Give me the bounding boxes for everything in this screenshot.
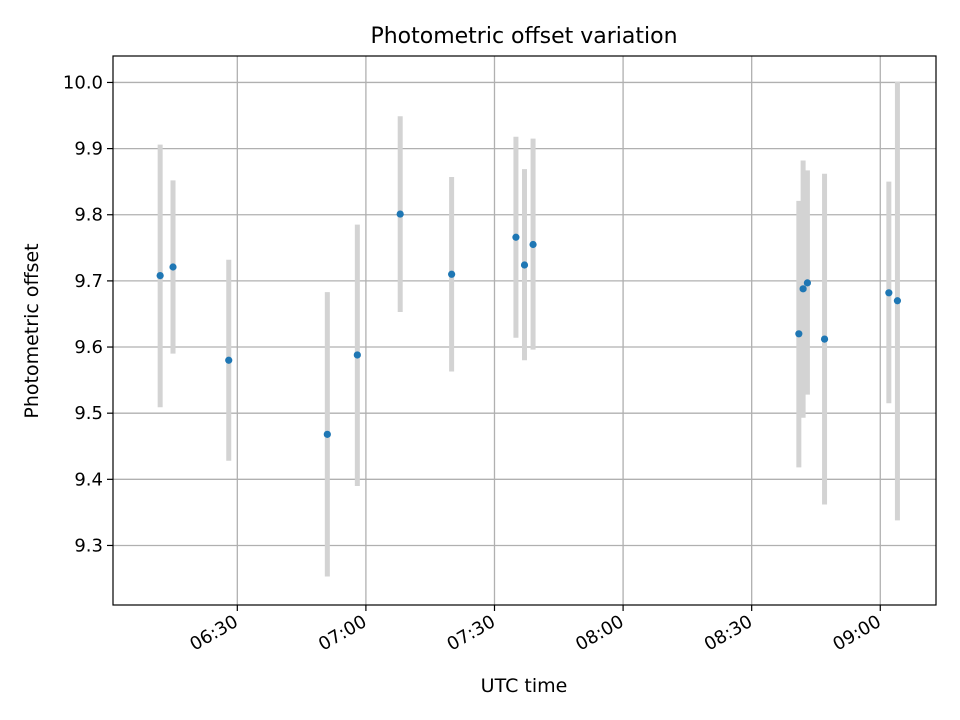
y-tick-label: 9.7 [74, 271, 103, 292]
x-axis-label: UTC time [481, 675, 568, 697]
data-point [803, 279, 812, 287]
data-point [520, 261, 529, 269]
data-point [795, 330, 803, 338]
data-point [353, 351, 361, 359]
y-axis-ticks: 9.3 9.4 9.5 9.6 9.7 9.8 9.9 10.0 [63, 72, 113, 556]
data-point [448, 270, 456, 278]
y-tick-label: 9.5 [74, 403, 103, 424]
data-point [323, 430, 331, 438]
y-tick-label: 9.3 [74, 535, 103, 556]
data-point [893, 297, 902, 305]
data-points [156, 210, 902, 438]
y-tick-label: 9.9 [74, 139, 103, 160]
data-point [799, 285, 807, 293]
grid-lines [113, 56, 936, 605]
data-point [512, 233, 520, 241]
data-point [225, 356, 233, 364]
y-tick-label: 9.8 [74, 205, 103, 226]
data-point [820, 335, 829, 343]
y-tick-label: 9.6 [74, 337, 103, 358]
data-point [396, 210, 404, 218]
chart-title: Photometric offset variation [370, 24, 677, 49]
data-point [169, 263, 177, 271]
data-point [885, 289, 893, 297]
plot-area-frame [112, 55, 937, 606]
y-tick-label: 9.4 [74, 469, 103, 490]
data-point [529, 240, 537, 249]
y-tick-label: 10.0 [63, 72, 103, 93]
data-point [156, 272, 164, 280]
y-axis-label: Photometric offset [21, 243, 43, 418]
